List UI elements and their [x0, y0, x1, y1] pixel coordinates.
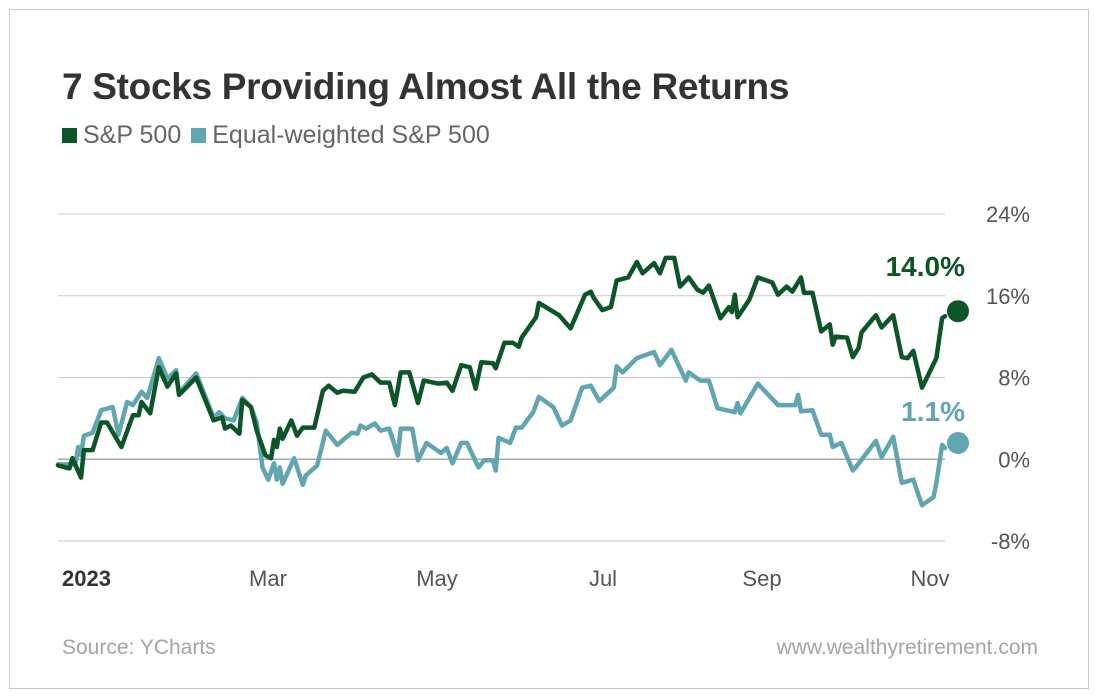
legend-label-sp500: S&P 500: [83, 121, 182, 149]
x-tick-label: 2023: [62, 566, 111, 591]
y-tick-label: 8%: [998, 366, 1030, 391]
chart-frame: [9, 9, 1089, 689]
legend: S&P 500 Equal-weighted S&P 500: [62, 121, 500, 150]
legend-item-equal-weighted: Equal-weighted S&P 500: [191, 121, 490, 150]
end-point-marker: [947, 300, 969, 323]
legend-swatch-sp500: [62, 128, 77, 143]
legend-label-equal-weighted: Equal-weighted S&P 500: [212, 121, 490, 149]
x-tick-label: Nov: [910, 566, 949, 591]
source-note: Source: YCharts: [62, 636, 216, 659]
x-tick-label: Jul: [589, 566, 617, 591]
end-value-label: 14.0%: [886, 251, 965, 282]
end-value-label: 1.1%: [901, 396, 965, 427]
series-line-sp500: [55, 255, 948, 480]
chart-title: 7 Stocks Providing Almost All the Return…: [62, 66, 790, 107]
x-tick-label: Mar: [249, 566, 287, 591]
y-tick-label: -8%: [991, 529, 1030, 554]
x-tick-label: Sep: [742, 566, 781, 591]
legend-swatch-equal-weighted: [191, 128, 207, 143]
end-point-marker: [947, 432, 969, 455]
y-tick-label: 24%: [986, 202, 1030, 227]
series-line-equal-weighted: [55, 347, 948, 508]
website-credit: www.wealthyretirement.com: [776, 636, 1038, 659]
legend-item-sp500: S&P 500: [62, 121, 181, 150]
y-tick-label: 16%: [986, 284, 1030, 309]
y-tick-label: 0%: [998, 447, 1030, 472]
x-tick-label: May: [416, 566, 458, 591]
